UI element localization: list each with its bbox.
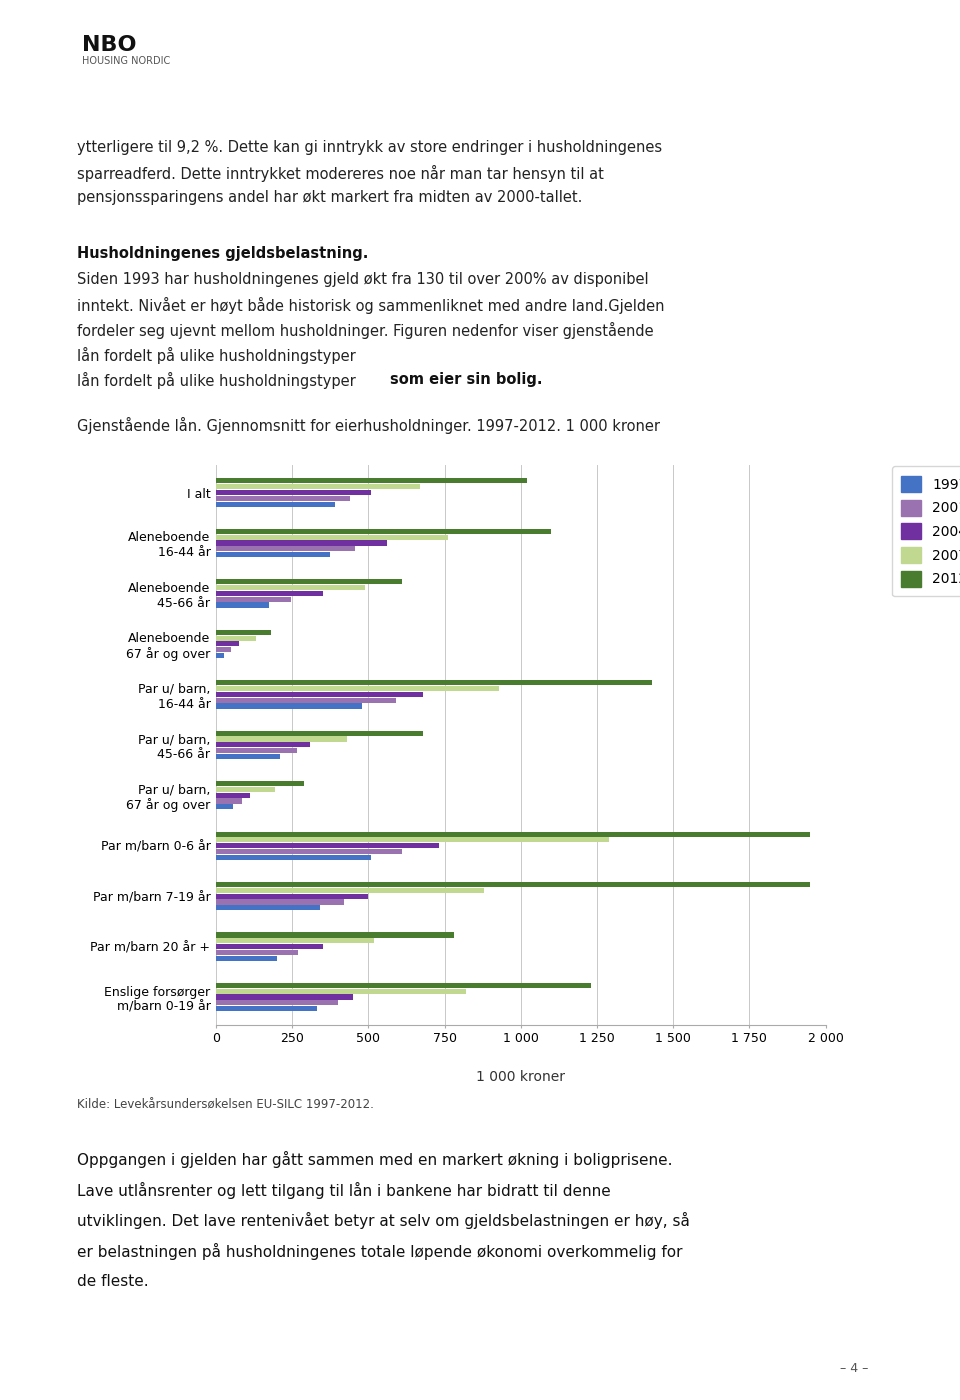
Text: de fleste.: de fleste.: [77, 1274, 149, 1289]
Bar: [216, 944, 323, 949]
Text: Husholdningenes gjeldsbelastning.: Husholdningenes gjeldsbelastning.: [77, 246, 369, 262]
Bar: [216, 956, 276, 960]
Bar: [216, 855, 372, 860]
Bar: [216, 949, 299, 955]
Bar: [216, 848, 402, 854]
Bar: [216, 647, 231, 652]
Bar: [216, 843, 439, 848]
Bar: [216, 882, 810, 888]
Bar: [216, 686, 499, 692]
Text: ytterligere til 9,2 %. Dette kan gi inntrykk av store endringer i husholdningene: ytterligere til 9,2 %. Dette kan gi innt…: [77, 140, 662, 155]
Bar: [216, 792, 250, 798]
Text: 1 000 kroner: 1 000 kroner: [476, 1070, 565, 1084]
Bar: [216, 731, 423, 736]
Bar: [216, 899, 344, 904]
Bar: [216, 652, 224, 658]
Bar: [216, 805, 232, 809]
Text: som eier sin bolig.: som eier sin bolig.: [390, 372, 542, 388]
Bar: [216, 535, 447, 540]
Bar: [216, 580, 402, 584]
Bar: [216, 585, 366, 591]
Bar: [216, 692, 423, 697]
Bar: [216, 742, 310, 748]
Bar: [216, 501, 335, 507]
Bar: [216, 591, 323, 596]
Legend: 1997, 2001, 2004, 2007, 2012: 1997, 2001, 2004, 2007, 2012: [892, 466, 960, 596]
Bar: [216, 496, 350, 501]
Bar: [216, 1001, 338, 1005]
Bar: [216, 596, 291, 602]
Bar: [216, 703, 362, 708]
Bar: [216, 484, 420, 489]
Bar: [216, 906, 320, 910]
Bar: [216, 753, 280, 759]
Bar: [216, 602, 270, 608]
Bar: [216, 837, 610, 843]
Bar: [216, 938, 374, 944]
Bar: [216, 781, 304, 787]
Text: inntekt. Nivået er høyt både historisk og sammenliknet med andre land.Gjelden: inntekt. Nivået er høyt både historisk o…: [77, 297, 664, 314]
Bar: [216, 540, 387, 546]
Bar: [216, 529, 551, 533]
Text: er belastningen på husholdningenes totale løpende økonomi overkommelig for: er belastningen på husholdningenes total…: [77, 1243, 683, 1260]
Bar: [216, 697, 396, 703]
Bar: [216, 552, 330, 557]
Text: HOUSING NORDIC: HOUSING NORDIC: [82, 56, 170, 66]
Text: NBO: NBO: [82, 35, 136, 55]
Bar: [216, 893, 369, 899]
Bar: [216, 798, 242, 804]
Bar: [216, 787, 276, 792]
Text: Oppgangen i gjelden har gått sammen med en markert økning i boligprisene.: Oppgangen i gjelden har gått sammen med …: [77, 1151, 672, 1168]
Bar: [216, 490, 372, 496]
Bar: [216, 888, 484, 893]
Text: lån fordelt på ulike husholdningstyper: lån fordelt på ulike husholdningstyper: [77, 372, 360, 389]
Text: Siden 1993 har husholdningenes gjeld økt fra 130 til over 200% av disponibel: Siden 1993 har husholdningenes gjeld økt…: [77, 272, 648, 287]
Text: Gjenstående lån. Gjennomsnitt for eierhusholdninger. 1997-2012. 1 000 kroner: Gjenstående lån. Gjennomsnitt for eierhu…: [77, 417, 660, 434]
Text: pensjonssparingens andel har økt markert fra midten av 2000-tallet.: pensjonssparingens andel har økt markert…: [77, 190, 582, 206]
Text: lån fordelt på ulike husholdningstyper: lån fordelt på ulike husholdningstyper: [77, 347, 355, 364]
Bar: [216, 636, 255, 641]
Bar: [216, 988, 466, 994]
Text: Kilde: Levekårsundersøkelsen EU-SILC 1997-2012.: Kilde: Levekårsundersøkelsen EU-SILC 199…: [77, 1099, 373, 1112]
Bar: [216, 1007, 317, 1011]
Bar: [216, 641, 239, 647]
Text: utviklingen. Det lave rentenivået betyr at selv om gjeldsbelastningen er høy, så: utviklingen. Det lave rentenivået betyr …: [77, 1212, 689, 1229]
Bar: [216, 630, 271, 634]
Bar: [216, 832, 810, 837]
Bar: [216, 736, 348, 742]
Text: sparreadferd. Dette inntrykket modereres noe når man tar hensyn til at: sparreadferd. Dette inntrykket modereres…: [77, 165, 604, 182]
Text: fordeler seg ujevnt mellom husholdninger. Figuren nedenfor viser gjenstående: fordeler seg ujevnt mellom husholdninger…: [77, 322, 654, 339]
Bar: [216, 748, 297, 753]
Bar: [216, 994, 353, 1000]
Bar: [216, 932, 454, 938]
Bar: [216, 983, 591, 988]
Text: Lave utlånsrenter og lett tilgang til lån i bankene har bidratt til denne: Lave utlånsrenter og lett tilgang til lå…: [77, 1182, 611, 1198]
Bar: [216, 680, 652, 685]
Bar: [216, 479, 527, 483]
Text: – 4 –: – 4 –: [840, 1362, 869, 1375]
Bar: [216, 546, 354, 552]
